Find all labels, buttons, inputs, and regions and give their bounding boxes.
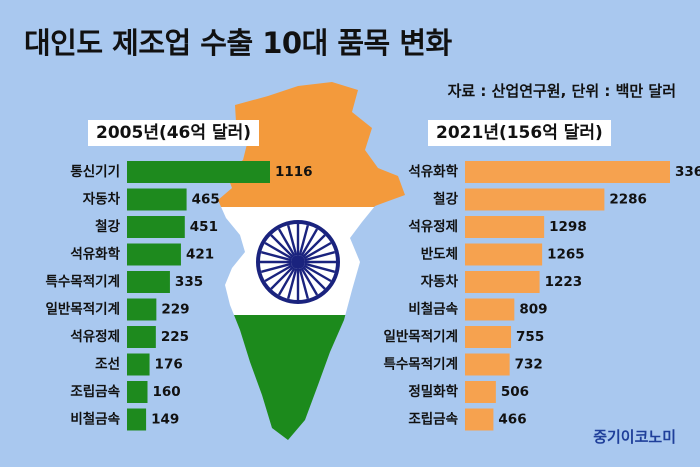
chart-row: 일반목적기계 229 bbox=[45, 298, 190, 321]
value-label: 160 bbox=[153, 384, 181, 400]
chart-row: 비철금속 809 bbox=[408, 298, 548, 321]
value-label: 1265 bbox=[547, 247, 585, 263]
value-label: 1116 bbox=[275, 164, 313, 180]
chart-row: 반도체 1265 bbox=[421, 243, 585, 266]
chart-row: 통신기기 1116 bbox=[70, 161, 313, 183]
page-title: 대인도 제조업 수출 10대 품목 변화 bbox=[24, 26, 452, 60]
value-label: 732 bbox=[515, 357, 543, 373]
chart-2005: 통신기기 1116 자동차 465 철강 451 석유화학 421 특수목적기계 335 일반목적기… bbox=[45, 161, 313, 431]
chart-row: 자동차 1223 bbox=[421, 271, 582, 293]
category-label: 조립금속 bbox=[408, 412, 458, 428]
chart-row: 조립금속 466 bbox=[408, 408, 527, 431]
bar bbox=[465, 326, 512, 348]
category-label: 철강 bbox=[95, 218, 120, 235]
bar bbox=[127, 216, 185, 238]
value-label: 225 bbox=[161, 329, 189, 345]
bar bbox=[465, 188, 605, 211]
chart-2021-title: 2021년(156억 달러) bbox=[428, 120, 611, 146]
chart-row: 석유화학 3362 bbox=[408, 161, 700, 183]
bar bbox=[465, 408, 494, 431]
chart-row: 철강 451 bbox=[95, 216, 218, 238]
category-label: 석유정제 bbox=[70, 328, 120, 345]
value-label: 176 bbox=[155, 357, 183, 373]
category-label: 비철금속 bbox=[70, 412, 120, 428]
value-label: 3362 bbox=[675, 164, 700, 180]
value-label: 465 bbox=[192, 192, 220, 208]
bar bbox=[465, 353, 510, 376]
chart-row: 조립금속 160 bbox=[70, 381, 181, 403]
category-label: 비철금속 bbox=[408, 302, 458, 318]
chart-row: 조선 176 bbox=[95, 353, 183, 376]
category-label: 자동차 bbox=[421, 274, 459, 290]
source-note: 자료 : 산업연구원, 단위 : 백만 달러 bbox=[447, 82, 676, 100]
chart-row: 석유화학 421 bbox=[70, 243, 214, 266]
category-label: 철강 bbox=[433, 191, 458, 208]
category-label: 조선 bbox=[95, 357, 120, 373]
bar bbox=[127, 381, 148, 403]
bar bbox=[465, 271, 540, 293]
bar bbox=[127, 353, 150, 376]
bar bbox=[127, 243, 181, 266]
bar bbox=[465, 216, 545, 238]
bar bbox=[465, 298, 515, 321]
bar bbox=[127, 298, 157, 321]
category-label: 특수목적기계 bbox=[383, 356, 458, 373]
ashoka-chakra-icon bbox=[256, 220, 340, 304]
category-label: 석유화학 bbox=[70, 247, 120, 263]
chart-row: 일반목적기계 755 bbox=[383, 326, 544, 348]
brand-logo: 중기이코노미 bbox=[593, 428, 676, 446]
category-label: 석유정제 bbox=[408, 218, 458, 235]
value-label: 229 bbox=[161, 302, 189, 318]
chart-row: 석유정제 225 bbox=[70, 326, 189, 348]
category-label: 일반목적기계 bbox=[45, 301, 120, 318]
category-label: 조립금속 bbox=[70, 384, 120, 400]
category-label: 석유화학 bbox=[408, 164, 458, 180]
value-label: 149 bbox=[151, 412, 179, 428]
bar bbox=[465, 243, 543, 266]
value-label: 1298 bbox=[549, 219, 587, 235]
chart-row: 석유정제 1298 bbox=[408, 216, 587, 238]
chart-row: 자동차 465 bbox=[83, 188, 220, 211]
category-label: 정밀화학 bbox=[408, 383, 458, 400]
chart-row: 철강 2286 bbox=[433, 188, 647, 211]
category-label: 자동차 bbox=[83, 192, 121, 208]
category-label: 일반목적기계 bbox=[383, 328, 458, 345]
category-label: 통신기기 bbox=[70, 164, 120, 180]
value-label: 1223 bbox=[545, 274, 583, 290]
bar bbox=[127, 161, 270, 183]
chart-2005-title: 2005년(46억 달러) bbox=[88, 120, 259, 146]
bar bbox=[465, 381, 496, 403]
value-label: 506 bbox=[501, 384, 529, 400]
category-label: 반도체 bbox=[421, 246, 458, 263]
value-label: 335 bbox=[175, 274, 203, 290]
value-label: 451 bbox=[190, 219, 218, 235]
value-label: 421 bbox=[186, 247, 214, 263]
bar bbox=[127, 408, 147, 431]
chart-row: 특수목적기계 732 bbox=[383, 353, 543, 376]
bar bbox=[127, 188, 187, 211]
category-label: 특수목적기계 bbox=[45, 273, 120, 290]
bar bbox=[127, 271, 170, 293]
bar bbox=[127, 326, 156, 348]
value-label: 755 bbox=[516, 329, 544, 345]
chart-row: 비철금속 149 bbox=[70, 408, 179, 431]
value-label: 2286 bbox=[609, 192, 647, 208]
bar bbox=[465, 161, 670, 183]
chart-row: 특수목적기계 335 bbox=[45, 271, 203, 293]
value-label: 809 bbox=[519, 302, 547, 318]
chart-2021: 석유화학 3362 철강 2286 석유정제 1298 반도체 1265 자동차 1223 비철금속… bbox=[383, 161, 700, 431]
chart-row: 정밀화학 506 bbox=[408, 381, 529, 403]
value-label: 466 bbox=[498, 412, 526, 428]
